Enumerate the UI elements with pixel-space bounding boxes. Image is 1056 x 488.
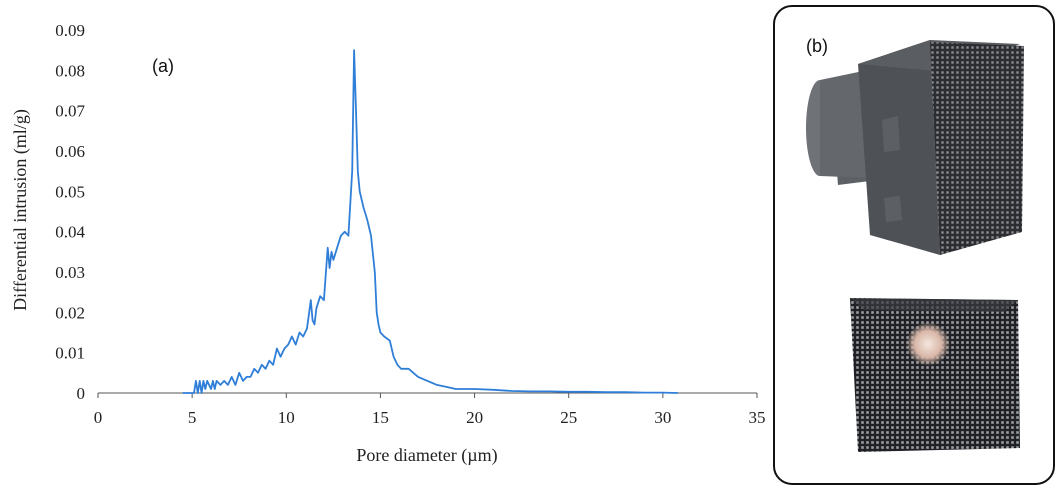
x-tick-label: 0: [94, 408, 103, 427]
x-axis-title: Pore diameter (µm): [356, 445, 497, 466]
light-spot: [906, 322, 950, 366]
panel-b-photographs: (b): [773, 5, 1055, 485]
y-tick-label: 0.09: [55, 21, 85, 40]
y-tick-label: 0.01: [55, 344, 85, 363]
y-tick-label: 0.03: [55, 263, 85, 282]
x-tick-label: 25: [560, 408, 577, 427]
x-tick-label: 10: [278, 408, 295, 427]
y-axis-title: Differential intrusion (ml/g): [10, 109, 31, 311]
y-tick-label: 0.08: [55, 61, 85, 80]
y-tick-label: 0.02: [55, 303, 85, 322]
panel-a-label: (a): [152, 56, 174, 76]
panel-a-line-chart: 0 5 10 15 20 25 30 35 0 0.01 0.02 0.03 0.04 0.05 0.06…: [10, 21, 766, 466]
y-tick-label: 0.05: [55, 182, 85, 201]
x-tick-label: 30: [654, 408, 671, 427]
x-axis-ticks: 0 5 10 15 20 25 30 35: [94, 393, 766, 427]
y-tick-label: 0.04: [55, 223, 85, 242]
x-tick-label: 20: [466, 408, 483, 427]
x-tick-label: 35: [749, 408, 766, 427]
intrusion-series-line: [182, 49, 678, 394]
y-tick-label: 0: [77, 384, 86, 403]
x-tick-label: 15: [372, 408, 389, 427]
monolith-photo: [806, 40, 1024, 255]
x-tick-label: 5: [188, 408, 197, 427]
y-axis-ticks: 0 0.01 0.02 0.03 0.04 0.05 0.06 0.07 0.08 0.09: [55, 21, 85, 403]
y-tick-label: 0.07: [55, 102, 85, 121]
panel-b-label: (b): [806, 36, 828, 56]
channel-face-photo: [850, 298, 1020, 452]
y-tick-label: 0.06: [55, 142, 85, 161]
